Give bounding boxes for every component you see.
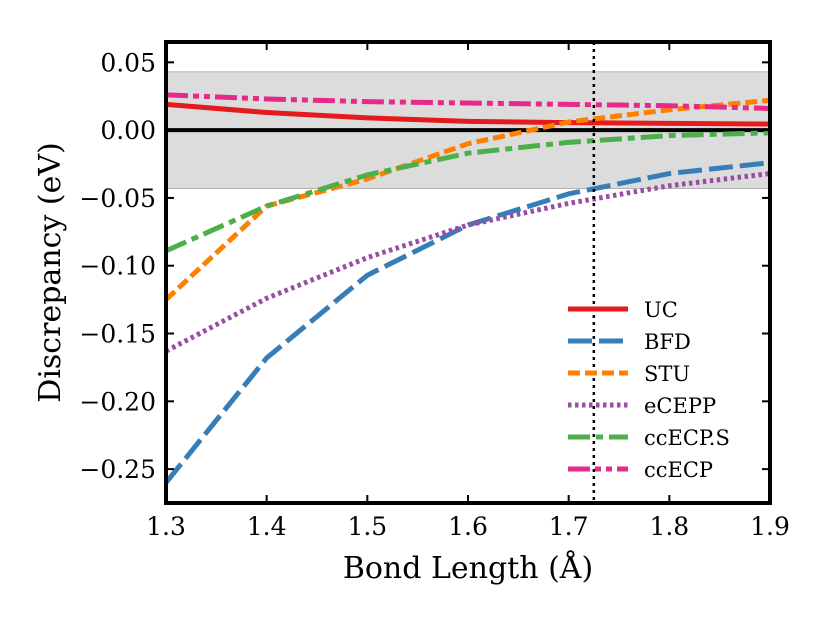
legend: UC BFD STU eCEPP ccECP.S ccECP [568,298,730,482]
ticks-layer: 1.3 1.4 1.5 1.6 1.7 1.8 1.9 −0.25 −0.20 −0.15 −0.1… [79,42,790,541]
y-tick-label: −0.15 [79,320,156,349]
legend-label: BFD [644,330,691,354]
y-axis-label: Discrepancy (eV) [33,142,68,402]
series-line-ecepp [164,171,771,354]
y-tick-label: −0.05 [79,184,156,213]
legend-label: STU [644,362,690,386]
series-line-uc [165,101,771,127]
legend-label: eCEPP [644,394,716,418]
x-tick-label: 1.6 [448,512,488,541]
series-line-ccecp-s [164,130,771,254]
series-layer [164,92,771,485]
y-tick-label: −0.25 [79,455,156,484]
series-line-ccecp [165,92,771,111]
y-tick-label: −0.10 [79,252,156,281]
x-tick-label: 1.7 [549,512,589,541]
plot-frame [164,40,772,505]
x-axis-label: Bond Length (Å) [343,550,593,586]
y-tick-label: 0.05 [100,48,156,77]
legend-label: ccECP [644,458,713,482]
x-tick-label: 1.9 [750,512,790,541]
x-tick-label: 1.3 [146,512,186,541]
y-tick-label: −0.20 [79,387,156,416]
x-tick-label: 1.5 [347,512,387,541]
x-tick-label: 1.8 [649,512,689,541]
x-tick-label: 1.4 [247,512,287,541]
legend-label: UC [644,298,678,322]
legend-label: ccECP.S [644,426,730,450]
y-tick-label: 0.00 [100,116,156,145]
series-line-bfd [164,160,771,485]
